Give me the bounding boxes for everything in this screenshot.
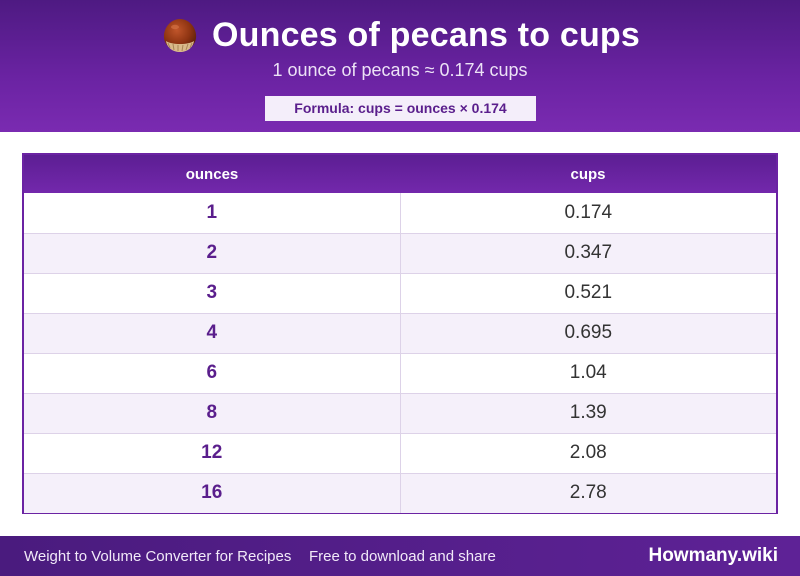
brand-link[interactable]: Howmany.wiki	[648, 545, 778, 566]
ounces-cell: 12	[24, 433, 401, 474]
cups-cell: 0.521	[400, 273, 776, 314]
table-row: 4 0.695	[24, 313, 776, 354]
cups-cell: 2.78	[569, 482, 607, 504]
cups-cell: 0.347	[400, 233, 776, 274]
footer-share-note: Free to download and share	[309, 547, 496, 565]
page-title: Ounces of pecans to cups	[211, 15, 640, 54]
cups-cell: 1.39	[400, 393, 776, 434]
column-header-ounces: ounces	[185, 165, 239, 183]
title-row: Ounces of pecans to cups	[0, 14, 800, 56]
ounces-cell: 6	[24, 353, 401, 394]
chestnut-icon	[160, 15, 200, 55]
ounces-cell: 16	[24, 473, 401, 513]
table-row: 3 0.521	[24, 273, 776, 314]
header: Ounces of pecans to cups 1 ounce of peca…	[0, 0, 800, 132]
formula-badge: Formula: cups = ounces × 0.174	[265, 96, 536, 121]
table-row: 16 2.78	[24, 473, 776, 513]
cups-cell: 0.174	[400, 193, 776, 234]
ounces-cell: 1	[24, 193, 401, 234]
table-row: 1 0.174	[24, 193, 776, 234]
table-header-row: ounces cups	[24, 155, 776, 193]
cups-cell: 1.04	[400, 353, 776, 394]
table-row: 12 2.08	[24, 433, 776, 474]
table-row: 8 1.39	[24, 393, 776, 434]
ounces-cell: 3	[24, 273, 401, 314]
footer: Weight to Volume Converter for Recipes F…	[0, 536, 800, 576]
ounces-cell: 2	[24, 233, 401, 274]
footer-tagline: Weight to Volume Converter for Recipes	[24, 547, 292, 565]
cups-cell: 0.695	[400, 313, 776, 354]
table-row: 2 0.347	[24, 233, 776, 274]
subtitle: 1 ounce of pecans ≈ 0.174 cups	[272, 60, 528, 80]
ounces-cell: 8	[24, 393, 401, 434]
ounces-cell: 4	[24, 313, 401, 354]
conversion-table: ounces cups 1 0.174 2 0.347 3 0.521 4 0.…	[22, 153, 778, 514]
table-row: 6 1.04	[24, 353, 776, 394]
cups-cell: 2.08	[400, 433, 776, 474]
column-header-cups: cups	[570, 165, 606, 183]
